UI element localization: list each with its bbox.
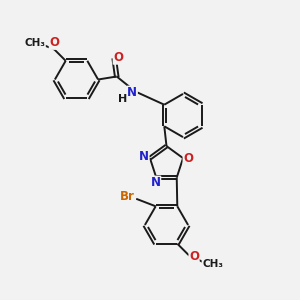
Text: H: H: [118, 94, 127, 104]
Text: O: O: [113, 51, 123, 64]
Text: Br: Br: [120, 190, 135, 203]
Text: O: O: [49, 36, 59, 49]
Text: O: O: [183, 152, 193, 165]
Text: CH₃: CH₃: [202, 260, 223, 269]
Text: N: N: [151, 176, 161, 189]
Text: N: N: [139, 150, 149, 163]
Text: N: N: [127, 86, 137, 99]
Text: O: O: [189, 250, 199, 262]
Text: CH₃: CH₃: [24, 38, 45, 48]
